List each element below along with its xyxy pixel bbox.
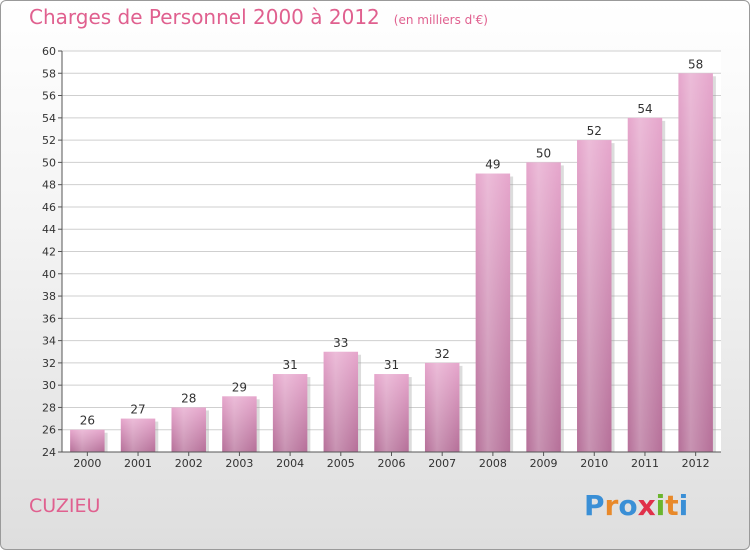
- x-tick-label-2003: 2003: [225, 457, 253, 470]
- y-tick-label: 34: [42, 335, 56, 348]
- y-tick-label: 28: [42, 401, 56, 414]
- data-label-2005: 33: [333, 336, 348, 350]
- x-tick-label-2004: 2004: [276, 457, 304, 470]
- x-tick-label-2005: 2005: [327, 457, 355, 470]
- logo-letter: i: [678, 489, 689, 522]
- data-label-2001: 27: [130, 403, 145, 417]
- x-tick-label-2010: 2010: [580, 457, 608, 470]
- y-tick-label: 48: [42, 179, 56, 192]
- y-tick-label: 60: [42, 45, 56, 58]
- bar-highlight: [627, 117, 663, 452]
- x-tick-label-2012: 2012: [682, 457, 710, 470]
- bar-highlight: [120, 418, 156, 452]
- data-label-2004: 31: [282, 358, 297, 372]
- y-tick-label: 52: [42, 134, 56, 147]
- commune-name: CUZIEU: [29, 495, 101, 517]
- logo-letter: o: [618, 489, 638, 522]
- logo-letter: t: [665, 489, 679, 522]
- x-tick-label-2008: 2008: [479, 457, 507, 470]
- bar-highlight: [577, 140, 612, 452]
- data-label-2008: 49: [485, 158, 500, 172]
- proxiti-logo: Proxiti: [584, 489, 688, 522]
- y-tick-label: 42: [42, 246, 56, 259]
- y-tick-label: 24: [42, 446, 56, 459]
- x-tick-label-2002: 2002: [175, 457, 203, 470]
- y-tick-label: 30: [42, 379, 56, 392]
- bar-highlight: [323, 351, 359, 452]
- chart-title-text: Charges de Personnel 2000 à 2012: [29, 5, 380, 29]
- bar-highlight: [70, 429, 105, 452]
- bar-highlight: [272, 374, 308, 452]
- chart-title: Charges de Personnel 2000 à 2012 (en mill…: [29, 5, 488, 29]
- data-label-2003: 29: [232, 380, 247, 394]
- y-tick-label: 54: [42, 112, 56, 125]
- bar-highlight: [678, 73, 713, 453]
- y-tick-label: 38: [42, 290, 56, 303]
- x-tick-label-2006: 2006: [378, 457, 406, 470]
- bar-highlight: [526, 162, 561, 452]
- logo-letter: P: [584, 489, 605, 522]
- y-tick-label: 40: [42, 268, 56, 281]
- bar-highlight: [222, 396, 257, 452]
- logo-letter: r: [604, 489, 619, 522]
- bar-highlight: [475, 173, 511, 452]
- x-tick-label-2000: 2000: [73, 457, 101, 470]
- x-tick-label-2007: 2007: [428, 457, 456, 470]
- y-tick-label: 44: [42, 223, 56, 236]
- bar-highlight: [374, 374, 409, 452]
- x-tick-label-2011: 2011: [631, 457, 659, 470]
- y-tick-label: 26: [42, 424, 56, 437]
- y-tick-label: 58: [42, 67, 56, 80]
- data-label-2007: 32: [435, 347, 450, 361]
- data-label-2002: 28: [181, 391, 196, 405]
- data-label-2000: 26: [80, 414, 95, 428]
- logo-letter: x: [637, 489, 656, 522]
- logo-letter: i: [655, 489, 666, 522]
- data-label-2009: 50: [536, 146, 551, 160]
- y-tick-label: 56: [42, 90, 56, 103]
- data-label-2006: 31: [384, 358, 399, 372]
- bar-highlight: [171, 407, 206, 452]
- data-label-2010: 52: [587, 124, 602, 138]
- y-tick-label: 50: [42, 156, 56, 169]
- y-tick-label: 36: [42, 312, 56, 325]
- y-tick-label: 46: [42, 201, 56, 214]
- x-tick-label-2009: 2009: [530, 457, 558, 470]
- chart-subtitle: (en milliers d'€): [393, 13, 488, 27]
- x-tick-label-2001: 2001: [124, 457, 152, 470]
- bar-highlight: [424, 362, 460, 452]
- y-tick-label: 32: [42, 357, 56, 370]
- data-label-2012: 58: [688, 57, 703, 71]
- data-label-2011: 54: [637, 102, 652, 116]
